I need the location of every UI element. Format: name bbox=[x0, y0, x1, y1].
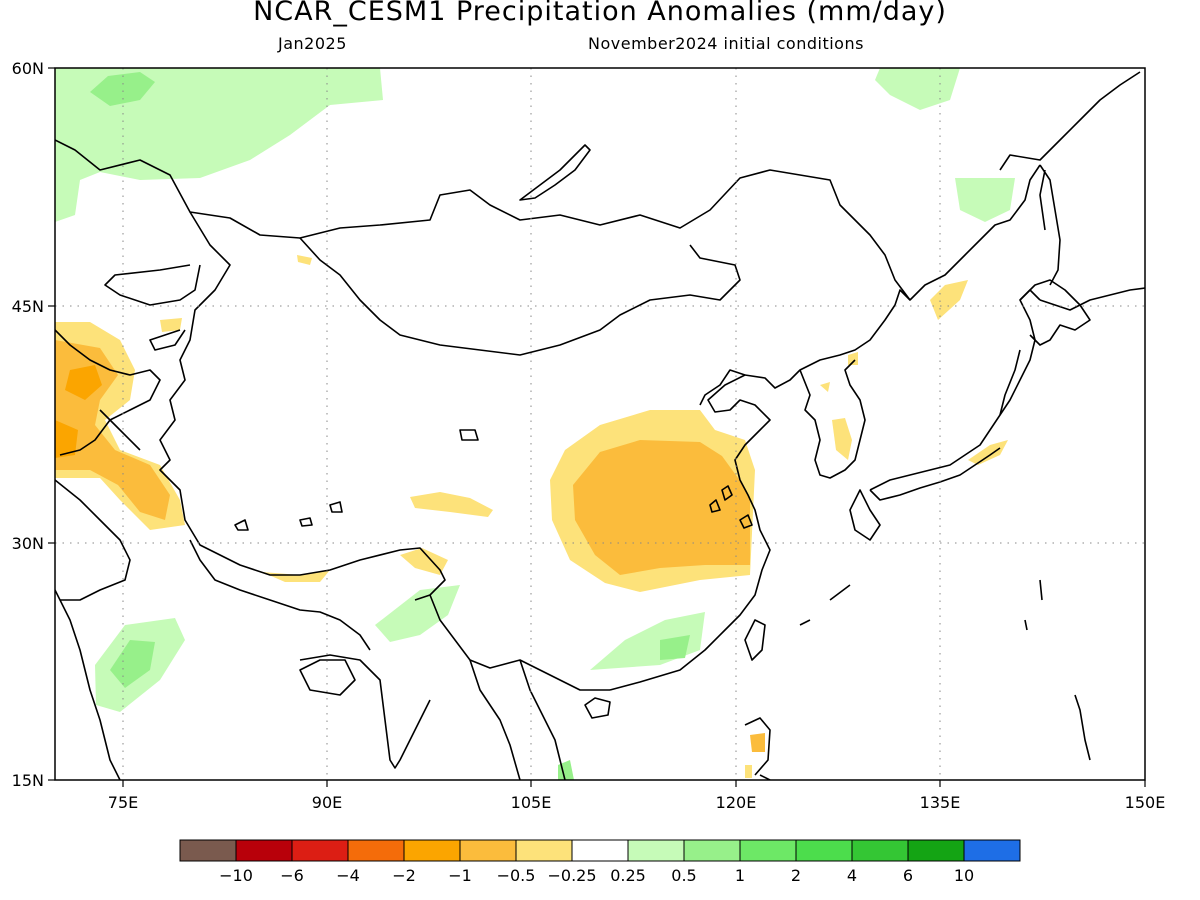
colorbar-swatch bbox=[179, 839, 237, 862]
colorbar-label: 0.5 bbox=[671, 866, 696, 885]
colorbar-swatch bbox=[459, 839, 517, 862]
korea-peninsula bbox=[799, 359, 866, 479]
colorbar-swatch bbox=[515, 839, 573, 862]
colorbar-swatch bbox=[235, 839, 293, 862]
colorbar-label: 4 bbox=[847, 866, 857, 885]
colorbar-swatch bbox=[739, 839, 797, 862]
map-frame bbox=[54, 67, 1146, 781]
colorbar-label: −0.5 bbox=[497, 866, 536, 885]
northern-border bbox=[55, 139, 1041, 301]
taiwan bbox=[744, 619, 766, 661]
colorbar-label: −10 bbox=[219, 866, 253, 885]
colorbar-label: −4 bbox=[336, 866, 360, 885]
colorbar-label: −1 bbox=[448, 866, 472, 885]
china-coast-islands bbox=[709, 485, 753, 529]
pakistan-border bbox=[55, 479, 131, 601]
lon-label: 120E bbox=[716, 793, 757, 812]
india-coast bbox=[55, 589, 431, 780]
colorbar-label: 10 bbox=[954, 866, 974, 885]
initial-conditions: November2024 initial conditions bbox=[588, 34, 864, 53]
map-title: NCAR_CESM1 Precipitation Anomalies (mm/d… bbox=[253, 0, 947, 27]
lon-label: 150E bbox=[1125, 793, 1166, 812]
forecast-month: Jan2025 bbox=[278, 34, 347, 53]
baikal bbox=[519, 144, 591, 201]
china-west-border bbox=[159, 211, 446, 601]
colorbar-swatch bbox=[963, 839, 1021, 862]
bangladesh bbox=[299, 659, 356, 696]
dry-anomaly-dots bbox=[745, 352, 858, 778]
colorbar-swatch bbox=[907, 839, 965, 862]
lat-label: 15N bbox=[12, 771, 44, 790]
dry-anomaly-japan bbox=[968, 440, 1008, 465]
dry-anomaly-small-2 bbox=[297, 255, 312, 265]
colorbar-swatch bbox=[795, 839, 853, 862]
lakes-tibet bbox=[234, 429, 479, 531]
lat-lon-grid bbox=[55, 68, 1145, 780]
remote-islands bbox=[799, 579, 1091, 761]
colorbar-swatch bbox=[291, 839, 349, 862]
bohai-coast bbox=[699, 369, 746, 406]
wet-anomaly-northwest bbox=[55, 68, 383, 222]
colorbar bbox=[179, 839, 1021, 862]
china-coast bbox=[609, 289, 911, 691]
china-south-border bbox=[429, 594, 610, 691]
dry-anomaly-tibet bbox=[410, 492, 493, 517]
colorbar-label: 1 bbox=[735, 866, 745, 885]
axis-ticks bbox=[48, 67, 1146, 787]
hokkaido bbox=[1019, 279, 1091, 346]
colorbar-label: −2 bbox=[392, 866, 416, 885]
lon-label: 135E bbox=[920, 793, 961, 812]
india-north-border bbox=[189, 539, 371, 651]
lat-label: 60N bbox=[12, 59, 44, 78]
colorbar-swatch bbox=[571, 839, 629, 862]
lat-label: 30N bbox=[12, 534, 44, 553]
coastlines-and-borders bbox=[55, 71, 1145, 780]
colorbar-label: 6 bbox=[903, 866, 913, 885]
colorbar-swatch bbox=[683, 839, 741, 862]
wet-anomaly-south-china-core bbox=[660, 635, 690, 660]
colorbar-label: 0.25 bbox=[610, 866, 646, 885]
wet-anomaly-northwest-core bbox=[90, 72, 155, 106]
dry-anomaly-yunnan bbox=[400, 548, 448, 575]
wet-anomaly-sakhalin bbox=[955, 178, 1015, 222]
latitude-labels: 60N 45N 30N 15N bbox=[12, 59, 44, 790]
colorbar-swatch bbox=[403, 839, 461, 862]
lon-label: 75E bbox=[108, 793, 138, 812]
dry-anomaly-east-china-core bbox=[573, 440, 750, 575]
philippines bbox=[744, 717, 771, 780]
colorbar-swatch bbox=[851, 839, 909, 862]
colorbar-label: 2 bbox=[791, 866, 801, 885]
colorbar-swatch bbox=[347, 839, 405, 862]
dry-anomaly-korea bbox=[832, 418, 852, 460]
colorbar-swatch bbox=[627, 839, 685, 862]
lat-label: 45N bbox=[12, 297, 44, 316]
colorbar-label: −6 bbox=[280, 866, 304, 885]
hainan bbox=[584, 697, 611, 719]
indochina bbox=[469, 659, 566, 780]
wet-anomaly-northeast bbox=[875, 68, 960, 110]
okhotsk-coast bbox=[999, 71, 1141, 171]
central-asia-borders bbox=[55, 329, 161, 456]
dry-anomaly-hills bbox=[55, 420, 78, 458]
mongolia-border bbox=[299, 237, 741, 356]
dry-anomaly-central-asia-core bbox=[65, 365, 102, 400]
lon-label: 90E bbox=[312, 793, 342, 812]
southeast-japan-islands bbox=[999, 287, 1145, 416]
wet-anomaly-india-core bbox=[110, 640, 155, 688]
colorbar-label: −0.25 bbox=[547, 866, 596, 885]
japan-honshu bbox=[869, 289, 1041, 491]
kyushu bbox=[849, 489, 881, 541]
sakhalin bbox=[1039, 164, 1061, 286]
dry-anomaly-manchuria bbox=[930, 280, 968, 320]
colorbar-labels: −10 −6 −4 −2 −1 −0.5 −0.25 0.25 0.5 1 2 4 6 10 bbox=[219, 866, 974, 885]
lon-label: 105E bbox=[511, 793, 552, 812]
longitude-labels: 75E 90E 105E 120E 135E 150E bbox=[108, 793, 1166, 812]
anomaly-shading bbox=[55, 68, 1015, 780]
dry-anomaly-taiwan bbox=[750, 733, 765, 752]
wet-anomaly-myanmar bbox=[375, 585, 460, 642]
kazakh-border bbox=[104, 264, 201, 351]
dry-anomaly-small-1 bbox=[160, 318, 182, 332]
